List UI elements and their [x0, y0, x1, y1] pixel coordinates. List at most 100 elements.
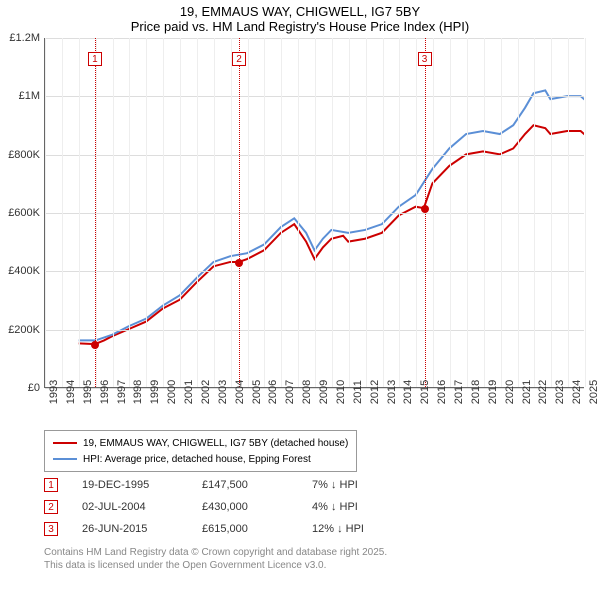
footer-attribution: Contains HM Land Registry data © Crown c… [44, 546, 387, 572]
transaction-row: 119-DEC-1995£147,5007% ↓ HPI [44, 474, 422, 496]
x-tick-label: 1995 [82, 380, 94, 404]
transaction-table: 119-DEC-1995£147,5007% ↓ HPI 2 02-JUL-2004… [44, 474, 422, 540]
gridline-v [416, 38, 417, 387]
gridline-v [248, 38, 249, 387]
gridline-v [551, 38, 552, 387]
gridline-v [79, 38, 80, 387]
x-tick-label: 2022 [537, 380, 549, 404]
marker-line [239, 38, 240, 387]
x-tick-label: 2019 [487, 380, 499, 404]
transaction-index-box: 1 [44, 478, 58, 492]
y-tick-label: £600K [4, 207, 40, 219]
x-tick-label: 2020 [504, 380, 516, 404]
y-tick-label: £400K [4, 265, 40, 277]
gridline-v [501, 38, 502, 387]
gridline-v [298, 38, 299, 387]
x-tick-label: 2016 [436, 380, 448, 404]
transaction-row: 2 02-JUL-2004£430,0004% ↓ HPI [44, 496, 422, 518]
x-tick-label: 2010 [335, 380, 347, 404]
y-tick-label: £200K [4, 324, 40, 336]
x-tick-label: 2002 [200, 380, 212, 404]
gridline-v [450, 38, 451, 387]
gridline-v [484, 38, 485, 387]
chart-title-block: 19, EMMAUS WAY, CHIGWELL, IG7 5BY Price … [0, 0, 600, 34]
marker-label-box: 2 [232, 52, 246, 66]
gridline-v [62, 38, 63, 387]
marker-dot [235, 259, 243, 267]
transaction-date: 02-JUL-2004 [82, 501, 202, 513]
x-tick-label: 2023 [554, 380, 566, 404]
x-tick-label: 2018 [470, 380, 482, 404]
gridline-v [383, 38, 384, 387]
gridline-v [264, 38, 265, 387]
x-tick-label: 1998 [132, 380, 144, 404]
gridline-v [433, 38, 434, 387]
transaction-index-box: 3 [44, 522, 58, 536]
x-tick-label: 1994 [65, 380, 77, 404]
x-tick-label: 2005 [251, 380, 263, 404]
footer-line1: Contains HM Land Registry data © Crown c… [44, 546, 387, 559]
gridline-v [113, 38, 114, 387]
x-tick-label: 1999 [149, 380, 161, 404]
transaction-price: £147,500 [202, 479, 312, 491]
gridline-v [518, 38, 519, 387]
x-tick-label: 2021 [521, 380, 533, 404]
transaction-row: 326-JUN-2015£615,00012% ↓ HPI [44, 518, 422, 540]
transaction-delta: 7% ↓ HPI [312, 479, 422, 491]
gridline-v [315, 38, 316, 387]
plot-area: 1 2 3 [44, 38, 584, 388]
legend-label: 19, EMMAUS WAY, CHIGWELL, IG7 5BY (detac… [83, 438, 348, 449]
legend-box: 19, EMMAUS WAY, CHIGWELL, IG7 5BY (detac… [44, 430, 357, 472]
x-tick-label: 2014 [402, 380, 414, 404]
x-tick-label: 2006 [267, 380, 279, 404]
title-address: 19, EMMAUS WAY, CHIGWELL, IG7 5BY [0, 4, 600, 19]
gridline-v [332, 38, 333, 387]
x-tick-label: 1997 [116, 380, 128, 404]
gridline-v [180, 38, 181, 387]
gridline-v [281, 38, 282, 387]
gridline-v [146, 38, 147, 387]
x-tick-label: 2004 [234, 380, 246, 404]
x-tick-label: 2007 [284, 380, 296, 404]
x-tick-label: 2025 [588, 380, 600, 404]
marker-label-box: 1 [88, 52, 102, 66]
x-tick-label: 2015 [419, 380, 431, 404]
x-tick-label: 2009 [318, 380, 330, 404]
transaction-price: £430,000 [202, 501, 312, 513]
x-tick-label: 2012 [369, 380, 381, 404]
gridline-v [534, 38, 535, 387]
x-tick-label: 2013 [386, 380, 398, 404]
legend-swatch [53, 458, 77, 460]
x-tick-label: 1993 [48, 380, 60, 404]
gridline-v [568, 38, 569, 387]
gridline-v [163, 38, 164, 387]
legend-swatch [53, 442, 77, 444]
y-tick-label: £0 [4, 382, 40, 394]
x-tick-label: 2008 [301, 380, 313, 404]
transaction-index-box: 2 [44, 500, 58, 514]
x-tick-label: 2017 [453, 380, 465, 404]
transaction-delta: 12% ↓ HPI [312, 523, 422, 535]
marker-dot [91, 341, 99, 349]
x-tick-label: 2003 [217, 380, 229, 404]
x-tick-label: 2024 [571, 380, 583, 404]
legend-item: HPI: Average price, detached house, Eppi… [53, 451, 348, 467]
transaction-delta: 4% ↓ HPI [312, 501, 422, 513]
x-tick-label: 2011 [352, 380, 364, 404]
gridline-v [197, 38, 198, 387]
gridline-v [129, 38, 130, 387]
x-tick-label: 2000 [166, 380, 178, 404]
gridline-v [366, 38, 367, 387]
x-tick-label: 2001 [183, 380, 195, 404]
gridline-v [214, 38, 215, 387]
legend-item: 19, EMMAUS WAY, CHIGWELL, IG7 5BY (detac… [53, 435, 348, 451]
gridline-v [585, 38, 586, 387]
gridline-v [399, 38, 400, 387]
x-tick-label: 1996 [99, 380, 111, 404]
gridline-v [45, 38, 46, 387]
legend-label: HPI: Average price, detached house, Eppi… [83, 454, 311, 465]
y-tick-label: £1.2M [4, 32, 40, 44]
gridline-v [231, 38, 232, 387]
marker-label-box: 3 [418, 52, 432, 66]
y-tick-label: £1M [4, 90, 40, 102]
